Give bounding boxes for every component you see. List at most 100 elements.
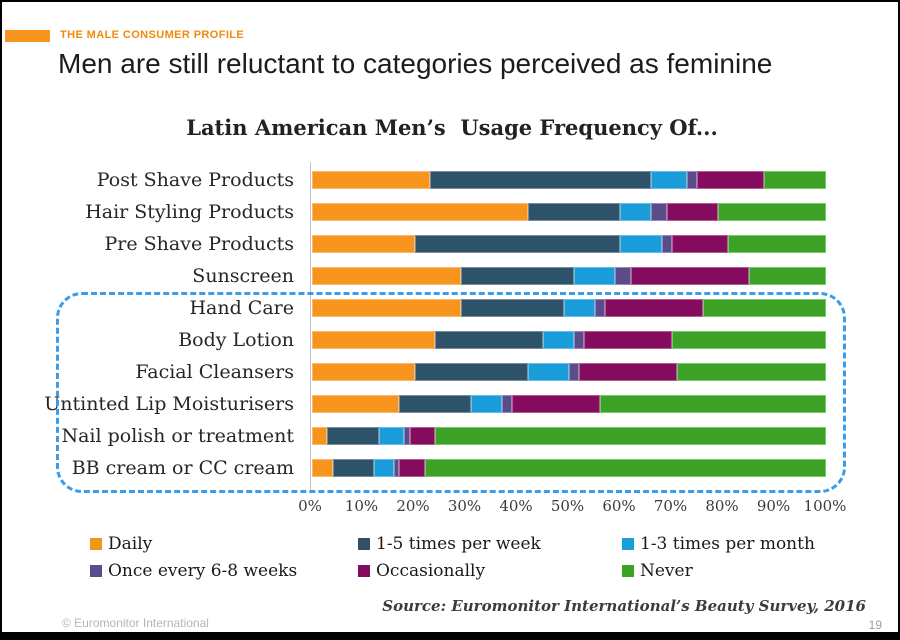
bar-segment-once-every-6-8-weeks [615,267,631,285]
bar-segment-1-3-times-per-month [373,459,395,477]
bar-track [312,363,826,381]
bar-segment-once-every-6-8-weeks [594,299,605,317]
chart-row: Nail polish or treatment [2,420,898,452]
legend-item: Occasionally [358,559,622,583]
category-label: BB cream or CC cream [71,457,294,479]
bar-segment-1-3-times-per-month [378,427,405,445]
chart-row: Body Lotion [2,324,898,356]
bar-segment-never [718,203,826,221]
category-label: Body Lotion [178,329,294,351]
highlight-dashed-box [56,292,846,493]
legend-label: Never [640,561,693,581]
chart-row: Pre Shave Products [2,228,898,260]
bar-track [312,267,826,285]
bar-segment-once-every-6-8-weeks [651,203,667,221]
category-label: Untinted Lip Moisturisers [44,393,294,415]
legend-item: Daily [90,532,358,556]
chart-row: BB cream or CC cream [2,452,898,484]
bar-segment-1-3-times-per-month [471,395,503,413]
bar-segment-1-3-times-per-month [620,235,662,253]
x-tick-label: 10% [344,497,379,515]
bar-segment-1-3-times-per-month [620,203,652,221]
bar-segment-occasionally [666,203,719,221]
x-tick-label: 60% [602,497,636,515]
bar-segment-never [671,331,826,349]
category-label: Hair Styling Products [85,201,294,223]
bar-segment-1-5-times-per-week [399,395,472,413]
bar-segment-occasionally [604,299,703,317]
x-tick-label: 90% [756,497,791,515]
bar-segment-1-5-times-per-week [461,267,575,285]
bar-track [312,171,826,189]
bar-track [312,299,826,317]
bottom-bar [2,632,898,638]
legend-swatch [622,565,634,577]
bar-segment-1-5-times-per-week [414,235,621,253]
bar-track [312,235,826,253]
bar-segment-daily [312,363,415,381]
legend-item: 1-3 times per month [622,532,815,556]
legend-label: Occasionally [376,561,486,581]
bar-segment-daily [312,267,462,285]
bar-segment-1-5-times-per-week [332,459,374,477]
category-label: Pre Shave Products [104,233,294,255]
bar-segment-once-every-6-8-weeks [394,459,400,477]
bar-segment-daily [312,203,528,221]
bar-segment-1-3-times-per-month [527,363,569,381]
bar-segment-once-every-6-8-weeks [502,395,513,413]
category-label: Hand Care [189,297,294,319]
x-tick-label: 80% [705,497,739,515]
bar-track [312,331,826,349]
kicker-label: THE MALE CONSUMER PROFILE [60,29,245,41]
bar-segment-once-every-6-8-weeks [404,427,410,445]
category-label: Sunscreen [192,265,294,287]
bar-segment-daily [312,331,436,349]
x-axis-ticks: 0% 10% 20% 30% 40% 50% 60% 70% 80% 90% 100% [298,497,846,517]
legend-item: Never [622,559,815,583]
bar-segment-daily [312,395,400,413]
bar-segment-occasionally [579,363,677,381]
bar-segment-1-5-times-per-week [461,299,564,317]
bar-segment-never [676,363,826,381]
x-tick-label: 70% [653,497,688,515]
legend-swatch [358,538,370,550]
category-label: Nail polish or treatment [61,425,294,447]
legend-swatch [622,538,634,550]
bar-segment-occasionally [671,235,729,253]
footer-page-number: 19 [868,618,882,632]
bar-segment-occasionally [697,171,765,189]
bar-segment-never [702,299,826,317]
legend-item: 1-5 times per week [358,532,622,556]
bar-segment-1-5-times-per-week [527,203,621,221]
bar-segment-daily [312,299,462,317]
legend-item: Once every 6-8 weeks [90,559,358,583]
bar-segment-once-every-6-8-weeks [568,363,580,381]
bar-segment-occasionally [512,395,600,413]
bar-segment-1-3-times-per-month [574,267,616,285]
x-tick-label: 20% [396,497,430,515]
legend-label: Once every 6-8 weeks [108,561,298,581]
bar-segment-1-3-times-per-month [563,299,595,317]
bar-segment-1-5-times-per-week [435,331,544,349]
category-label: Post Shave Products [96,169,294,191]
chart-row: Hair Styling Products [2,196,898,228]
bar-track [312,427,826,445]
x-tick-label: 30% [447,497,482,515]
legend-label: Daily [108,534,153,554]
bar-segment-never [435,427,826,445]
bar-segment-1-3-times-per-month [651,171,688,189]
bar-segment-never [764,171,826,189]
bar-segment-1-5-times-per-week [414,363,528,381]
footer-copyright: © Euromonitor International [62,616,209,630]
bar-segment-occasionally [399,459,426,477]
chart-row: Hand Care [2,292,898,324]
bar-segment-daily [312,459,333,477]
page-title: Men are still reluctant to categories pe… [58,48,773,79]
bar-segment-once-every-6-8-weeks [574,331,585,349]
bar-segment-1-3-times-per-month [543,331,575,349]
bar-track [312,459,826,477]
legend-swatch [358,565,370,577]
bar-segment-occasionally [409,427,436,445]
bar-track [312,395,826,413]
